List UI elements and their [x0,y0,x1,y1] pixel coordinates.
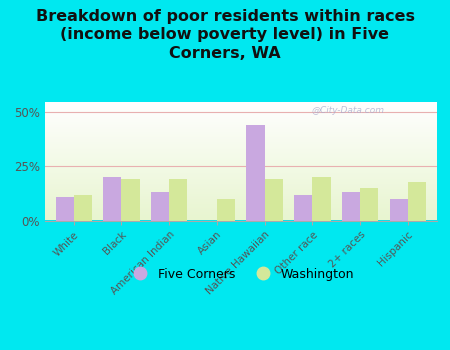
Text: @City-Data.com: @City-Data.com [311,106,384,115]
Bar [265,180,283,220]
Bar [217,199,235,220]
Bar [74,195,92,220]
Bar [169,180,187,220]
Bar [247,125,265,220]
Bar [103,177,122,220]
Bar [151,193,169,220]
Bar [312,177,330,220]
Bar [360,188,378,220]
Legend: Five Corners, Washington: Five Corners, Washington [123,262,359,286]
Bar [55,197,74,220]
Bar [390,199,408,220]
Text: Breakdown of poor residents within races
(income below poverty level) in Five
Co: Breakdown of poor residents within races… [36,9,414,61]
Bar [342,193,360,220]
Bar [294,195,312,220]
Bar [408,182,426,220]
Bar [122,180,140,220]
